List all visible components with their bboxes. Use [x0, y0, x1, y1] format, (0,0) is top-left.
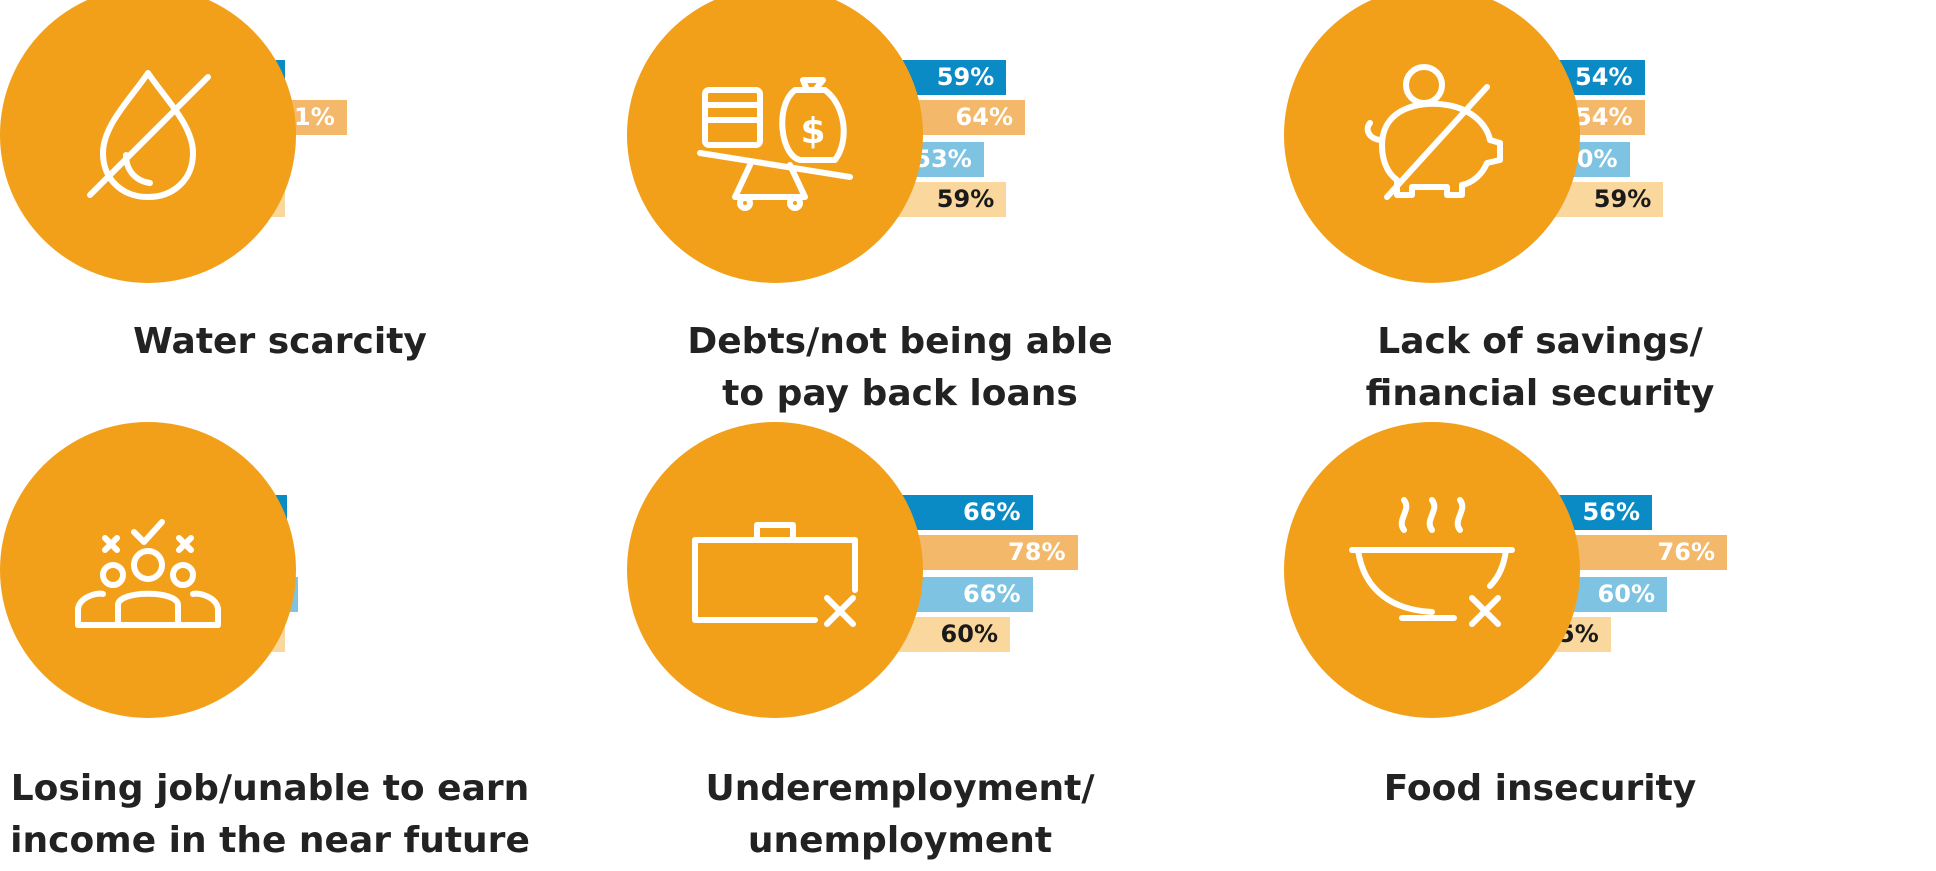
icon-circle: $	[627, 0, 923, 283]
icon-circle	[1284, 0, 1580, 283]
chart-panel-lack-of-savings: 54% 54% 50% 59% Lack of savings/financial se…	[1290, 0, 1935, 435]
chart-title-line: financial security	[1290, 368, 1790, 420]
chart-panel-losing-job: 45%46%48%44%Losing job/unable to earninc…	[0, 435, 645, 870]
no-water-drop-icon	[48, 35, 248, 235]
debt-scale-icon: $	[675, 35, 875, 235]
chart-title: Food insecurity	[1290, 763, 1790, 815]
empty-bowl-icon	[1332, 470, 1532, 670]
chart-title: Debts/not being able to pay back loans	[645, 316, 1155, 420]
chart-panel-debts: 59% 64% 53% 59% $ Debts/not being able to pay …	[645, 0, 1290, 435]
chart-title-line: Food insecurity	[1290, 763, 1790, 815]
chart-title: Water scarcity	[0, 316, 560, 368]
chart-panel-underemployment: 66% 78% 66% 60% Underemployment/unemployment	[645, 435, 1290, 870]
chart-title-line: Underemployment/	[645, 763, 1155, 815]
chart-title-line: Debts/not being able	[645, 316, 1155, 368]
chart-title-line: Lack of savings/	[1290, 316, 1790, 368]
chart-title: Losing job/unable to earn income in the n…	[0, 763, 560, 867]
job-loss-people-icon	[48, 470, 248, 670]
chart-title-line: Losing job/unable to earn	[0, 763, 560, 815]
icon-circle	[0, 422, 296, 718]
chart-title-line: Water scarcity	[0, 316, 560, 368]
chart-title-line: unemployment	[645, 815, 1155, 867]
chart-title: Lack of savings/financial security	[1290, 316, 1790, 420]
chart-panel-food-insecurity: 56% 76% 60% 45% Food insecurity	[1290, 435, 1935, 870]
icon-circle	[627, 422, 923, 718]
briefcase-x-icon	[675, 470, 875, 670]
icon-circle	[1284, 422, 1580, 718]
icon-circle	[0, 0, 296, 283]
no-piggy-bank-icon	[1332, 35, 1532, 235]
chart-title-line: income in the near future	[0, 815, 560, 867]
chart-panel-water-scarcity: 40%61%42%29%Water scarcity	[0, 0, 645, 435]
chart-title-line: to pay back loans	[645, 368, 1155, 420]
chart-title: Underemployment/unemployment	[645, 763, 1155, 867]
svg-text:$: $	[800, 111, 825, 152]
